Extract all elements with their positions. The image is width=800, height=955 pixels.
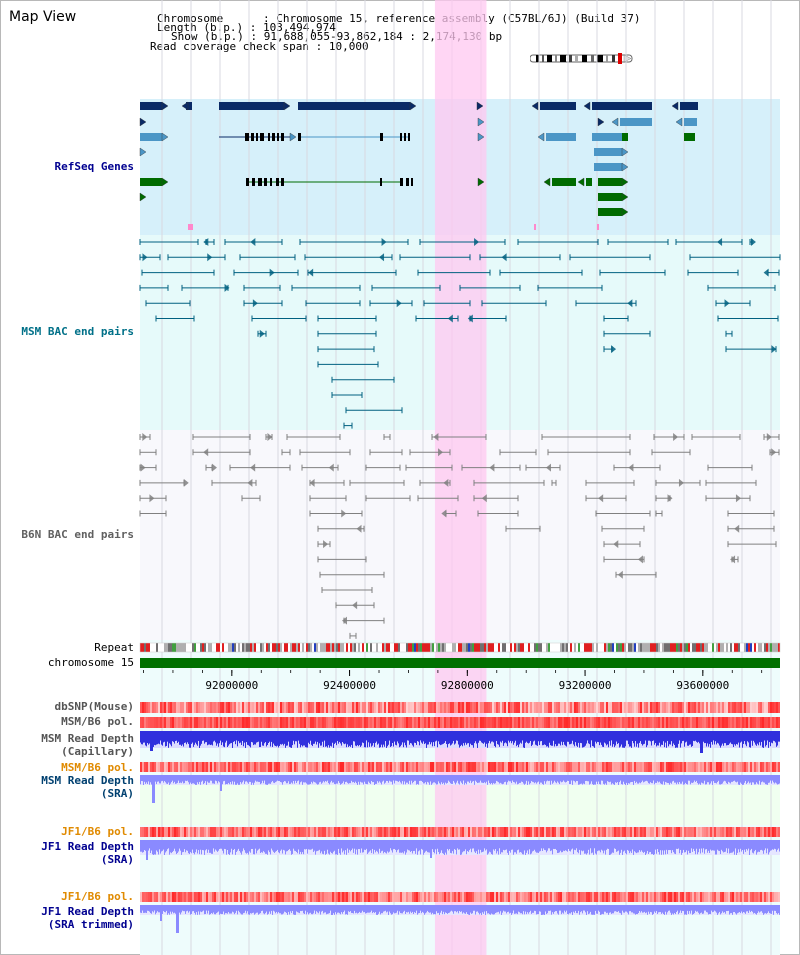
gene-strand-arrow[interactable] <box>409 101 417 111</box>
label-msm-depth-capillary-2: (Capillary) <box>61 745 134 758</box>
gene-feature[interactable] <box>620 118 652 126</box>
label-msm-bac[interactable]: MSM BAC end pairs <box>21 325 134 338</box>
label-refseq-genes[interactable]: RefSeq Genes <box>54 160 134 173</box>
b6n-bac-track <box>139 433 780 639</box>
chromosome-bar[interactable] <box>140 658 780 668</box>
label-msm-pol-sra[interactable]: MSM/B6 pol. <box>61 761 134 774</box>
gene-feature[interactable] <box>592 102 652 110</box>
axis-tick-label: 93200000 <box>558 679 612 692</box>
gene-feature[interactable] <box>540 102 576 110</box>
repeat-track <box>139 642 781 653</box>
length-label: Length (b.p.) <box>157 21 244 34</box>
chromosome-track <box>140 658 780 668</box>
gene-feature[interactable] <box>684 118 697 126</box>
gene-feature[interactable] <box>586 178 592 186</box>
chromosome-ideogram[interactable] <box>530 52 640 66</box>
gene-strand-arrow[interactable] <box>537 132 545 142</box>
gene-strand-arrow[interactable] <box>161 132 169 142</box>
label-msm-depth-sra-1[interactable]: MSM Read Depth <box>41 774 134 787</box>
msm-bac-track <box>139 238 781 429</box>
label-jf1-depth-1[interactable]: JF1 Read Depth <box>41 840 134 853</box>
gene-feature[interactable] <box>219 102 284 110</box>
gene-strand-arrow[interactable] <box>577 177 585 187</box>
refseq-genes-track <box>139 101 698 230</box>
label-chromosome: chromosome 15 <box>47 656 134 669</box>
gene-strand-arrow[interactable] <box>671 101 679 111</box>
depth-tracks <box>140 731 780 933</box>
gene-strand-arrow[interactable] <box>139 117 147 127</box>
gene-feature[interactable] <box>594 163 622 171</box>
axis-tick-label: 92400000 <box>323 679 377 692</box>
label-jf1-trimmed-1[interactable]: JF1 Read Depth <box>41 905 134 918</box>
label-msm-depth-sra-2: (SRA) <box>100 787 134 800</box>
gene-strand-arrow[interactable] <box>675 117 683 127</box>
gene-feature[interactable] <box>594 148 622 156</box>
axis-tick-label: 92800000 <box>440 679 494 692</box>
label-msm-depth-capillary-1[interactable]: MSM Read Depth <box>41 732 134 745</box>
gene-strand-arrow[interactable] <box>621 192 629 202</box>
gene-strand-arrow[interactable] <box>621 162 629 172</box>
ideogram-position-marker <box>618 53 622 64</box>
chromosome-label: Chromosome <box>157 12 224 25</box>
gene-strand-arrow[interactable] <box>161 177 169 187</box>
gene-strand-arrow[interactable] <box>531 101 539 111</box>
gene-feature[interactable] <box>298 102 410 110</box>
gene-strand-arrow[interactable] <box>139 192 147 202</box>
gene-strand-arrow[interactable] <box>583 101 591 111</box>
span-label: Read coverage check span <box>150 40 309 53</box>
gene-strand-arrow[interactable] <box>621 177 629 187</box>
gene-feature[interactable] <box>186 102 192 110</box>
gene-strand-arrow[interactable] <box>181 101 189 111</box>
label-jf1-trimmed-2: (SRA trimmed) <box>47 918 134 931</box>
length-value: 103,494,974 <box>262 21 336 34</box>
refseq-marker[interactable] <box>188 224 193 230</box>
span-value: 10,000 <box>328 40 369 53</box>
repeat-bar[interactable] <box>139 642 781 653</box>
label-msm-pol[interactable]: MSM/B6 pol. <box>61 715 134 728</box>
gene-feature[interactable] <box>622 133 628 141</box>
gene-strand-arrow[interactable] <box>621 207 629 217</box>
label-jf1-pol[interactable]: JF1/B6 pol. <box>61 825 134 838</box>
show-label: Show (b.p.) <box>171 30 244 43</box>
gene-feature[interactable] <box>598 208 622 216</box>
gene-feature[interactable] <box>140 178 162 186</box>
gene-feature[interactable] <box>552 178 576 186</box>
axis-tick-label: 92000000 <box>205 679 259 692</box>
gene-strand-arrow[interactable] <box>283 101 291 111</box>
map-view-title: Map View <box>9 9 77 25</box>
gene-feature[interactable] <box>598 178 622 186</box>
label-dbsnp[interactable]: dbSNP(Mouse) <box>54 700 134 713</box>
label-jf1-depth-2: (SRA) <box>100 853 134 866</box>
gene-feature[interactable] <box>684 133 695 141</box>
gene-strand-arrow[interactable] <box>477 177 485 187</box>
gene-feature[interactable] <box>140 102 162 110</box>
gene-feature[interactable] <box>546 133 576 141</box>
heatmap-tracks <box>140 702 780 902</box>
label-repeat[interactable]: Repeat <box>94 641 134 654</box>
axis-ticks <box>143 670 763 676</box>
gene-strand-arrow[interactable] <box>621 147 629 157</box>
gene-strand-arrow[interactable] <box>611 117 619 127</box>
gene-feature[interactable] <box>598 193 622 201</box>
gene-strand-arrow[interactable] <box>161 101 169 111</box>
gene-strand-arrow[interactable] <box>477 117 485 127</box>
gene-feature[interactable] <box>592 133 622 141</box>
label-jf1-pol-2[interactable]: JF1/B6 pol. <box>61 890 134 903</box>
gene-strand-arrow[interactable] <box>543 177 551 187</box>
gene-strand-arrow[interactable] <box>476 101 484 111</box>
label-b6n-bac[interactable]: B6N BAC end pairs <box>21 528 134 541</box>
axis-tick-label: 93600000 <box>676 679 730 692</box>
gene-strand-arrow[interactable] <box>139 147 147 157</box>
gene-feature[interactable] <box>140 133 162 141</box>
gene-feature[interactable] <box>680 102 698 110</box>
gene-strand-arrow[interactable] <box>597 117 605 127</box>
gene-strand-arrow[interactable] <box>289 132 297 142</box>
gene-strand-arrow[interactable] <box>477 132 485 142</box>
